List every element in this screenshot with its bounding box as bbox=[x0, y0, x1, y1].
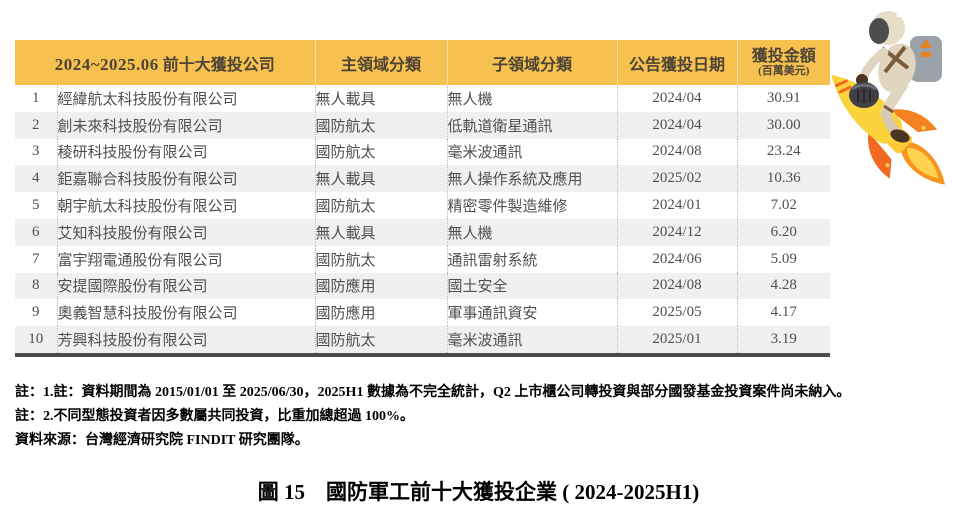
cell-rank: 4 bbox=[32, 170, 40, 187]
cell-main_category: 無人載具 bbox=[314, 85, 448, 112]
header-date: 公告獲投日期 bbox=[616, 40, 738, 85]
cell-date: 2024/04 bbox=[616, 85, 738, 112]
cell-sub_category: 通訊雷射系統 bbox=[446, 245, 618, 273]
cell-date: 2025/02 bbox=[616, 165, 738, 193]
cell-sub_category: 國土安全 bbox=[446, 272, 618, 300]
cell-main_category: 國防航太 bbox=[314, 326, 448, 355]
cell-company: 鉅嘉聯合科技股份有限公司 bbox=[56, 165, 316, 193]
cell-sub_category: 毫米波通訊 bbox=[446, 138, 618, 166]
cell-rank: 7 bbox=[32, 250, 40, 267]
cell-rank: 5 bbox=[32, 197, 40, 214]
cell-company: 朝宇航太科技股份有限公司 bbox=[56, 192, 316, 219]
table-row: 9 奧義智慧科技股份有限公司 國防應用 軍事通訊資安 2025/05 4.17 bbox=[15, 299, 831, 327]
cell-amount_musd: 7.02 bbox=[736, 192, 831, 219]
cell-date: 2024/06 bbox=[616, 245, 738, 273]
cell-company: 奧義智慧科技股份有限公司 bbox=[56, 299, 316, 327]
table-row: 7 富宇翔電通股份有限公司 國防航太 通訊雷射系統 2024/06 5.09 bbox=[15, 245, 831, 273]
cell-date: 2025/01 bbox=[616, 326, 738, 355]
footnotes: 註：1.註：資料期間為 2015/01/01 至 2025/06/30，2025… bbox=[15, 381, 945, 453]
cell-date: 2024/01 bbox=[616, 192, 738, 219]
cell-main_category: 國防航太 bbox=[314, 245, 448, 273]
cell-sub_category: 低軌道衛星通訊 bbox=[446, 111, 618, 139]
cell-main_category: 國防航太 bbox=[314, 111, 448, 139]
cell-main_category: 國防航太 bbox=[314, 138, 448, 166]
footnote-1: 註：1.註：資料期間為 2015/01/01 至 2025/06/30，2025… bbox=[15, 385, 851, 400]
header-amount: 獲投金額 (百萬美元) bbox=[736, 40, 831, 85]
top10-invest-table-grid: 2024~2025.06 前十大獲投公司 主領域分類 子領域分類 公告獲投日期 … bbox=[15, 40, 831, 357]
header-company: 2024~2025.06 前十大獲投公司 bbox=[15, 40, 316, 85]
cell-main_category: 無人載具 bbox=[314, 165, 448, 193]
top10-invest-table: 2024~2025.06 前十大獲投公司 主領域分類 子領域分類 公告獲投日期 … bbox=[15, 40, 831, 357]
cell-sub_category: 無人操作系統及應用 bbox=[446, 165, 618, 193]
cell-rank: 2 bbox=[32, 116, 40, 133]
cell-company: 富宇翔電通股份有限公司 bbox=[56, 245, 316, 273]
cell-rank: 3 bbox=[32, 143, 40, 160]
cell-date: 2024/08 bbox=[616, 138, 738, 166]
cell-sub_category: 毫米波通訊 bbox=[446, 326, 618, 355]
cell-company: 經緯航太科技股份有限公司 bbox=[56, 85, 316, 112]
cell-main_category: 國防應用 bbox=[314, 299, 448, 327]
cell-rank: 6 bbox=[32, 223, 40, 240]
astronaut-rocket-illustration bbox=[831, 11, 946, 185]
cell-company: 安提國際股份有限公司 bbox=[56, 272, 316, 300]
cell-date: 2024/08 bbox=[616, 272, 738, 300]
table-row: 5 朝宇航太科技股份有限公司 國防航太 精密零件製造維修 2024/01 7.02 bbox=[15, 192, 831, 219]
footnote-2: 註：2.不同型態投資者因多數屬共同投資，比重加總超過 100%。 bbox=[15, 409, 414, 424]
cell-company: 艾知科技股份有限公司 bbox=[56, 218, 316, 246]
cell-amount_musd: 10.36 bbox=[736, 165, 831, 193]
astronaut-icon bbox=[849, 11, 942, 143]
cell-sub_category: 精密零件製造維修 bbox=[446, 192, 618, 219]
header-company-text: 前十大獲投公司 bbox=[162, 56, 275, 74]
cell-rank: 10 bbox=[28, 331, 44, 348]
cell-main_category: 國防應用 bbox=[314, 272, 448, 300]
table-row: 3 稜研科技股份有限公司 國防航太 毫米波通訊 2024/08 23.24 bbox=[15, 138, 831, 166]
cell-sub_category: 軍事通訊資安 bbox=[446, 299, 618, 327]
cell-amount_musd: 5.09 bbox=[736, 245, 831, 273]
cell-company: 創未來科技股份有限公司 bbox=[56, 111, 316, 139]
cell-date: 2025/05 bbox=[616, 299, 738, 327]
header-period-text: 2024~2025.06 bbox=[54, 54, 159, 74]
cell-date: 2024/12 bbox=[616, 218, 738, 246]
header-row: 2024~2025.06 前十大獲投公司 主領域分類 子領域分類 公告獲投日期 … bbox=[15, 40, 831, 85]
cell-main_category: 無人載具 bbox=[314, 218, 448, 246]
header-sub-category: 子領域分類 bbox=[446, 40, 618, 85]
table-row: 10 芳興科技股份有限公司 國防航太 毫米波通訊 2025/01 3.19 bbox=[15, 326, 831, 355]
cell-amount_musd: 4.17 bbox=[736, 299, 831, 327]
cell-rank: 9 bbox=[32, 304, 40, 321]
table-row: 8 安提國際股份有限公司 國防應用 國土安全 2024/08 4.28 bbox=[15, 272, 831, 300]
cell-main_category: 國防航太 bbox=[314, 192, 448, 219]
cell-amount_musd: 4.28 bbox=[736, 272, 831, 300]
data-source-note: 資料來源：台灣經濟研究院 FINDIT 研究團隊。 bbox=[15, 433, 309, 448]
table-row: 6 艾知科技股份有限公司 無人載具 無人機 2024/12 6.20 bbox=[15, 218, 831, 246]
header-amount-unit: (百萬美元) bbox=[758, 65, 810, 77]
cell-rank: 1 bbox=[32, 89, 40, 106]
cell-amount_musd: 6.20 bbox=[736, 218, 831, 246]
table-row: 4 鉅嘉聯合科技股份有限公司 無人載具 無人操作系統及應用 2025/02 10.36 bbox=[15, 165, 831, 193]
cell-rank: 8 bbox=[32, 277, 40, 294]
cell-amount_musd: 3.19 bbox=[736, 326, 831, 355]
header-main-category: 主領域分類 bbox=[314, 40, 448, 85]
cell-company: 芳興科技股份有限公司 bbox=[56, 326, 316, 355]
table-header: 2024~2025.06 前十大獲投公司 主領域分類 子領域分類 公告獲投日期 … bbox=[15, 40, 831, 85]
table-row: 1 經緯航太科技股份有限公司 無人載具 無人機 2024/04 30.91 bbox=[15, 85, 831, 112]
cell-date: 2024/04 bbox=[616, 111, 738, 139]
table-row: 2 創未來科技股份有限公司 國防航太 低軌道衛星通訊 2024/04 30.00 bbox=[15, 111, 831, 139]
cell-amount_musd: 23.24 bbox=[736, 138, 831, 166]
cell-amount_musd: 30.91 bbox=[736, 85, 831, 112]
table-body: 1 經緯航太科技股份有限公司 無人載具 無人機 2024/04 30.91 2 創未來科技股份… bbox=[15, 85, 831, 355]
cell-sub_category: 無人機 bbox=[446, 85, 618, 112]
header-amount-text: 獲投金額 bbox=[751, 48, 816, 65]
cell-amount_musd: 30.00 bbox=[736, 111, 831, 139]
figure-caption: 圖 15 國防軍工前十大獲投企業 ( 2024-2025H1) bbox=[257, 480, 700, 504]
cell-company: 稜研科技股份有限公司 bbox=[56, 138, 316, 166]
cell-sub_category: 無人機 bbox=[446, 218, 618, 246]
